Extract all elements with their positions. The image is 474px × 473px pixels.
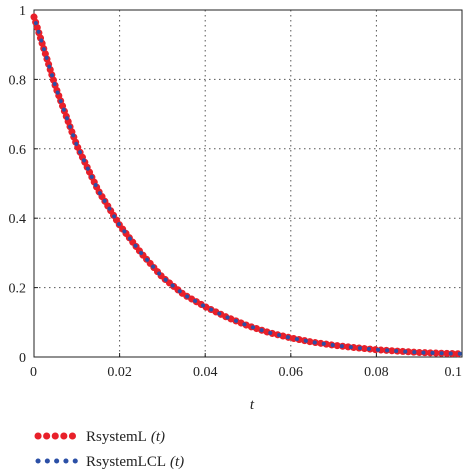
series-line-rsystemlcl [32, 14, 464, 356]
series-layer [30, 13, 466, 358]
legend-item-rsysteml: RsystemL (t) [34, 429, 165, 445]
plot-frame [33, 9, 463, 358]
x-tick-label: 0.04 [193, 365, 218, 380]
ticks: 0 0.02 0.04 0.06 0.08 0.1 0 0.2 0.4 0.6 0.8 1 [9, 4, 463, 380]
series-line-rsysteml [30, 13, 466, 358]
legend-label-rsystemlcl: RsystemLCL (t) [86, 454, 184, 470]
legend-series-suffix: (t) [151, 429, 165, 445]
legend-item-rsystemlcl: RsystemLCL (t) [35, 454, 184, 470]
x-tick-label: 0.02 [107, 365, 132, 380]
y-tick-label: 0 [19, 351, 26, 366]
y-tick-label: 0.2 [9, 282, 27, 297]
grid [34, 10, 462, 357]
legend-label-rsysteml: RsystemL (t) [86, 429, 165, 445]
x-tick-label: 0.08 [364, 365, 389, 380]
x-tick-label: 0.1 [445, 365, 463, 380]
x-axis-label: t [250, 397, 255, 413]
legend: RsystemL (t) RsystemLCL (t) [34, 429, 184, 470]
y-tick-label: 0.4 [9, 212, 27, 227]
y-tick-label: 0.8 [9, 73, 27, 88]
y-tick-label: 1 [19, 4, 26, 19]
legend-series-name: RsystemLCL [86, 454, 166, 470]
x-tick-label: 0.06 [279, 365, 304, 380]
legend-series-name: RsystemL [86, 429, 147, 445]
y-tick-label: 0.6 [9, 143, 27, 158]
legend-series-suffix: (t) [170, 454, 184, 470]
x-tick-label: 0 [30, 365, 37, 380]
